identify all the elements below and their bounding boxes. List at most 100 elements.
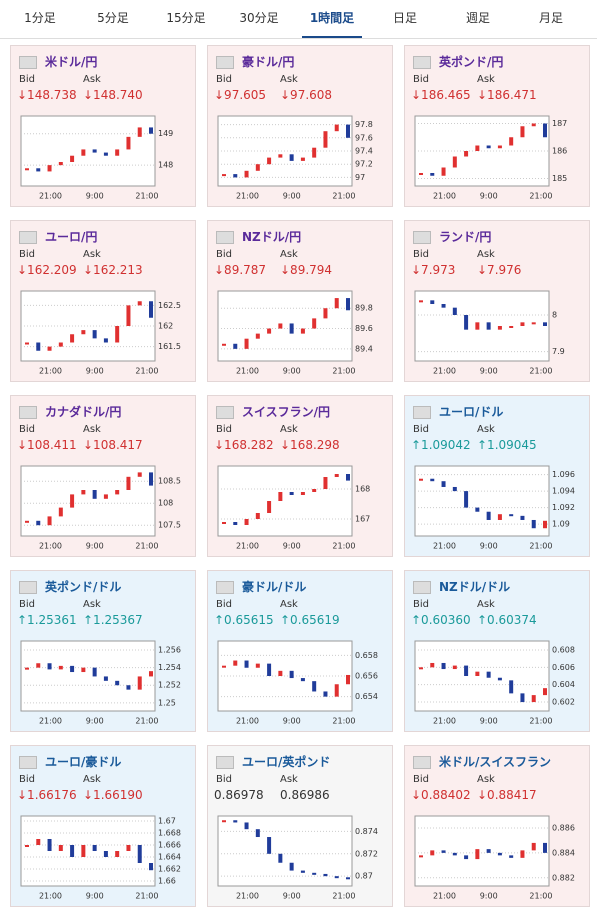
rate-card[interactable]: カナダドル/円 Bid Ask ↓108.411 ↓108.417 107.5 108 108… bbox=[10, 395, 196, 557]
rate-card[interactable]: 英ポンド/ドル Bid Ask ↑1.25361 ↑1.25367 1.25 1.252 1.… bbox=[10, 570, 196, 732]
rate-card[interactable]: 豪ドル/ドル Bid Ask ↑0.65615 ↑0.65619 0.654 0.656 0.… bbox=[207, 570, 393, 732]
y-tick-label: 0.654 bbox=[355, 692, 378, 701]
y-tick-label: 1.092 bbox=[552, 503, 575, 512]
rate-card[interactable]: ユーロ/ドル Bid Ask ↑1.09042 ↑1.09045 1.09 1.092 1.0… bbox=[404, 395, 590, 557]
rate-card[interactable]: ユーロ/英ポンド Bid Ask 0.86978 0.86986 0.87 0.872 0.8… bbox=[207, 745, 393, 907]
candle bbox=[244, 822, 249, 830]
bid-price: ↓186.465 bbox=[411, 88, 471, 102]
candle bbox=[233, 174, 238, 178]
ask-price: ↓1.66190 bbox=[83, 788, 143, 802]
rate-card[interactable]: 豪ドル/円 Bid Ask ↓97.605 ↓97.608 97 97.2 97.4 97.6 9… bbox=[207, 45, 393, 207]
x-tick-label: 21:00 bbox=[236, 542, 259, 551]
chart-bg bbox=[20, 115, 156, 187]
y-tick-label: 89.6 bbox=[355, 324, 373, 333]
ask-price: ↑0.60374 bbox=[477, 613, 537, 627]
candle bbox=[497, 852, 502, 856]
candle bbox=[149, 472, 153, 486]
y-tick-label: 1.256 bbox=[158, 646, 181, 655]
bid-label: Bid bbox=[216, 774, 232, 785]
rate-card[interactable]: 米ドル/スイスフラン Bid Ask ↓0.88402 ↓0.88417 0.882 0.8… bbox=[404, 745, 590, 907]
candle bbox=[47, 165, 52, 172]
candle bbox=[486, 511, 491, 520]
candle bbox=[334, 124, 339, 132]
candle bbox=[441, 481, 446, 487]
y-tick-label: 148 bbox=[158, 161, 173, 170]
bid-price: ↑1.25361 bbox=[17, 613, 77, 627]
candle bbox=[441, 167, 446, 176]
rate-card[interactable]: 米ドル/円 Bid Ask ↓148.738 ↓148.740 148 149 21:00 9:… bbox=[10, 45, 196, 207]
candle bbox=[92, 330, 97, 339]
candle bbox=[115, 149, 120, 156]
candle bbox=[103, 338, 108, 343]
mini-chart: 0.654 0.656 0.658 21:00 9:00 21:00 bbox=[217, 640, 378, 726]
pair-title: カナダドル/円 bbox=[45, 405, 122, 419]
rate-card[interactable]: ユーロ/豪ドル Bid Ask ↓1.66176 ↓1.66190 1.66 1.662 1.… bbox=[10, 745, 196, 907]
y-tick-label: 0.884 bbox=[552, 848, 575, 857]
pair-title: 米ドル/スイスフラン bbox=[439, 755, 552, 769]
tab[interactable]: 5分足 bbox=[97, 11, 129, 25]
mini-chart: 0.602 0.604 0.606 0.608 21:00 9:00 21:00 bbox=[414, 640, 575, 726]
candle bbox=[531, 123, 536, 127]
candle bbox=[47, 839, 52, 851]
rate-card[interactable]: ユーロ/円 Bid Ask ↓162.209 ↓162.213 161.5 162 162.5… bbox=[10, 220, 196, 382]
candle bbox=[334, 876, 339, 879]
tab[interactable]: 1時間足 bbox=[302, 0, 362, 38]
pair-title: ユーロ/円 bbox=[45, 230, 98, 244]
pair-title: 米ドル/円 bbox=[45, 55, 98, 69]
bid-label: Bid bbox=[413, 599, 429, 610]
chart-bg bbox=[217, 465, 353, 537]
chart-bg bbox=[20, 465, 156, 537]
candle bbox=[323, 477, 328, 489]
y-tick-label: 0.608 bbox=[552, 645, 575, 654]
candle bbox=[278, 670, 283, 676]
y-tick-label: 1.664 bbox=[158, 853, 181, 862]
ask-price: ↓168.298 bbox=[280, 438, 340, 452]
flag-icon bbox=[19, 406, 37, 419]
candle bbox=[430, 173, 435, 176]
y-tick-label: 97.8 bbox=[355, 120, 373, 129]
bid-label: Bid bbox=[19, 74, 35, 85]
mini-chart: 89.4 89.6 89.8 21:00 9:00 21:00 bbox=[217, 290, 373, 376]
pair-title: ランド/円 bbox=[439, 230, 492, 244]
candle bbox=[115, 851, 120, 857]
candle bbox=[137, 127, 142, 137]
bid-price: ↓168.282 bbox=[214, 438, 274, 452]
candle bbox=[255, 829, 260, 838]
tab[interactable]: 15分足 bbox=[166, 11, 206, 25]
candle bbox=[70, 845, 75, 857]
candle bbox=[312, 318, 317, 329]
tab[interactable]: 週足 bbox=[465, 11, 490, 25]
candle bbox=[464, 491, 469, 508]
rate-card[interactable]: スイスフラン/円 Bid Ask ↓168.282 ↓168.298 167 168 21:0… bbox=[207, 395, 393, 557]
rate-card[interactable]: NZドル/ドル Bid Ask ↑0.60360 ↑0.60374 0.602 0.604 0… bbox=[404, 570, 590, 732]
candle bbox=[267, 837, 272, 854]
tab[interactable]: 月足 bbox=[538, 11, 563, 25]
candle bbox=[531, 519, 536, 529]
y-tick-label: 97.4 bbox=[355, 147, 373, 156]
rate-card[interactable]: 英ポンド/円 Bid Ask ↓186.465 ↓186.471 185 186 187 21:… bbox=[404, 45, 590, 207]
candle bbox=[475, 507, 480, 512]
candle bbox=[267, 157, 272, 165]
tab[interactable]: 日足 bbox=[392, 11, 417, 25]
mini-chart: 148 149 21:00 9:00 21:00 bbox=[20, 115, 173, 201]
y-tick-label: 1.252 bbox=[158, 681, 181, 690]
bid-label: Bid bbox=[19, 249, 35, 260]
x-tick-label: 9:00 bbox=[86, 192, 104, 201]
candle bbox=[509, 855, 514, 858]
y-tick-label: 8 bbox=[552, 311, 557, 320]
rate-card[interactable]: NZドル/円 Bid Ask ↓89.787 ↓89.794 89.4 89.6 89.8 21… bbox=[207, 220, 393, 382]
tab[interactable]: 1分足 bbox=[24, 11, 56, 25]
candle bbox=[289, 154, 294, 161]
y-tick-label: 7.9 bbox=[552, 347, 565, 356]
tab[interactable]: 30分足 bbox=[239, 11, 279, 25]
candle bbox=[346, 298, 350, 311]
candle bbox=[289, 670, 294, 679]
flag-icon bbox=[19, 581, 37, 594]
flag-icon bbox=[413, 56, 431, 69]
candle bbox=[149, 671, 153, 677]
candle bbox=[233, 820, 238, 823]
rate-card[interactable]: ランド/円 Bid Ask ↓7.973 ↓7.976 7.9 8 21:00 9:00 21:0… bbox=[404, 220, 590, 382]
x-tick-label: 21:00 bbox=[236, 367, 259, 376]
candle bbox=[233, 660, 238, 666]
ask-price: ↓148.740 bbox=[83, 88, 143, 102]
